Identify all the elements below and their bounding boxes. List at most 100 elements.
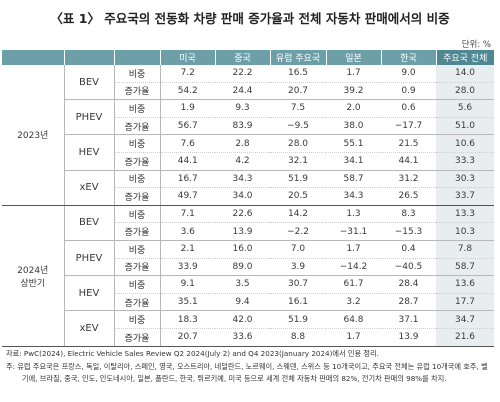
value-cell: 58.7 bbox=[436, 258, 494, 277]
vehicle-type-cell: xEV bbox=[64, 170, 115, 206]
metric-cell: 증가율 bbox=[114, 187, 161, 206]
metric-cell: 비중 bbox=[114, 65, 161, 83]
table-row: xEV 비중 16.7 34.3 51.9 58.7 31.2 30.3 bbox=[2, 170, 494, 206]
value-cell: 33.3 bbox=[436, 152, 494, 171]
value-cell: 8.3 bbox=[381, 205, 436, 224]
vehicle-type-cell: PHEV bbox=[64, 240, 115, 277]
value-cell: 1.7 bbox=[326, 240, 381, 259]
column-header: 중국 bbox=[214, 50, 270, 65]
value-cell: 0.4 bbox=[381, 240, 436, 259]
value-cell: 34.7 bbox=[436, 310, 494, 329]
source-note: 자료: PwC(2024), Electric Vehicle Sales Re… bbox=[6, 349, 379, 358]
metric-cell: 증가율 bbox=[114, 152, 161, 171]
value-cell: 31.2 bbox=[381, 170, 436, 189]
value-cell: 34.0 bbox=[215, 187, 270, 206]
value-cell: 51.9 bbox=[270, 170, 326, 189]
value-cell: 20.7 bbox=[160, 328, 215, 347]
table-row: HEV 비중 7.6 2.8 28.0 55.1 21.5 10.6 bbox=[2, 134, 494, 171]
value-cell: 7.0 bbox=[270, 240, 326, 259]
year-label: 2024년 bbox=[17, 265, 49, 276]
value-cell: 61.7 bbox=[326, 275, 381, 294]
table-row: PHEV 비중 1.9 9.3 7.5 2.0 0.6 5.6 bbox=[2, 99, 494, 136]
metric-cell: 증가율 bbox=[114, 82, 161, 101]
unit-label: 단위: % bbox=[461, 40, 491, 50]
table-row: 2023년 BEV 비중 7.2 22.2 16.5 1.7 9.0 14.0 bbox=[2, 65, 494, 206]
value-cell: 9.1 bbox=[160, 275, 215, 294]
value-cell: 35.1 bbox=[160, 293, 215, 312]
value-cell: 7.8 bbox=[436, 240, 494, 259]
value-cell: 89.0 bbox=[215, 258, 270, 277]
value-cell: 64.8 bbox=[326, 310, 381, 329]
value-cell: 28.0 bbox=[436, 82, 494, 101]
metric-cell: 비중 bbox=[114, 99, 161, 118]
vehicle-type-cell: BEV bbox=[64, 205, 115, 241]
metric-cell: 증가율 bbox=[114, 293, 161, 312]
value-cell: 4.2 bbox=[215, 152, 270, 171]
value-cell: 10.3 bbox=[436, 222, 494, 241]
value-cell: 30.7 bbox=[270, 275, 326, 294]
vehicle-type-cell: PHEV bbox=[64, 99, 115, 136]
value-cell: 33.6 bbox=[215, 328, 270, 347]
metric-cell: 비중 bbox=[114, 310, 161, 329]
value-cell: 14.0 bbox=[436, 65, 494, 83]
table-row: PHEV 비중 2.1 16.0 7.0 1.7 0.4 7.8 bbox=[2, 240, 494, 277]
value-cell: −40.5 bbox=[381, 258, 436, 277]
value-cell: 56.7 bbox=[160, 117, 215, 136]
year-sublabel: 상반기 bbox=[20, 278, 46, 289]
value-cell: −2.2 bbox=[270, 222, 326, 241]
value-cell: −14.2 bbox=[326, 258, 381, 277]
value-cell: 0.9 bbox=[381, 82, 436, 101]
value-cell: 30.3 bbox=[436, 170, 494, 189]
value-cell: 16.5 bbox=[270, 65, 326, 83]
table-row: 증가율 35.1 9.4 16.1 3.2 28.7 17.7 bbox=[2, 293, 494, 312]
value-cell: 34.3 bbox=[326, 187, 381, 206]
vehicle-type-cell: xEV bbox=[64, 310, 115, 347]
column-header: 한국 bbox=[380, 50, 436, 65]
value-cell: 13.9 bbox=[215, 222, 270, 241]
value-cell: −17.7 bbox=[381, 117, 436, 136]
value-cell: 28.4 bbox=[381, 275, 436, 294]
value-cell: 7.2 bbox=[160, 65, 215, 83]
value-cell: 2.8 bbox=[215, 134, 270, 153]
metric-cell: 비중 bbox=[114, 205, 161, 224]
value-cell: 10.6 bbox=[436, 134, 494, 153]
value-cell: 9.0 bbox=[381, 65, 436, 83]
value-cell: 26.5 bbox=[381, 187, 436, 206]
value-cell: 5.6 bbox=[436, 99, 494, 118]
value-cell: 7.1 bbox=[160, 205, 215, 224]
value-cell: 55.1 bbox=[326, 134, 381, 153]
table-row: 증가율 56.7 83.9 −9.5 38.0 −17.7 51.0 bbox=[2, 117, 494, 136]
column-header: 미국 bbox=[159, 50, 215, 65]
value-cell: 3.6 bbox=[160, 222, 215, 241]
table-row: 증가율 3.6 13.9 −2.2 −31.1 −15.3 10.3 bbox=[2, 222, 494, 241]
value-cell: 38.0 bbox=[326, 117, 381, 136]
table-row: 증가율 44.1 4.2 32.1 34.1 44.1 33.3 bbox=[2, 152, 494, 171]
value-cell: 1.3 bbox=[326, 205, 381, 224]
value-cell: 83.9 bbox=[215, 117, 270, 136]
value-cell: 0.6 bbox=[381, 99, 436, 118]
value-cell: 3.9 bbox=[270, 258, 326, 277]
header-blank bbox=[113, 50, 160, 65]
value-cell: 1.7 bbox=[326, 65, 381, 83]
value-cell: 22.6 bbox=[215, 205, 270, 224]
metric-cell: 증가율 bbox=[114, 117, 161, 136]
table-row: 증가율 20.7 33.6 8.8 1.7 13.9 21.6 bbox=[2, 328, 494, 347]
year-cell: 2023년 bbox=[2, 65, 65, 206]
column-header: 일본 bbox=[325, 50, 381, 65]
value-cell: 9.3 bbox=[215, 99, 270, 118]
value-cell: 13.9 bbox=[381, 328, 436, 347]
value-cell: 16.7 bbox=[160, 170, 215, 189]
value-cell: −9.5 bbox=[270, 117, 326, 136]
table-row: 증가율 49.7 34.0 20.5 34.3 26.5 33.7 bbox=[2, 187, 494, 206]
value-cell: 21.6 bbox=[436, 328, 494, 347]
value-cell: 42.0 bbox=[215, 310, 270, 329]
value-cell: 28.7 bbox=[381, 293, 436, 312]
metric-cell: 비중 bbox=[114, 134, 161, 153]
value-cell: 7.6 bbox=[160, 134, 215, 153]
value-cell: 54.2 bbox=[160, 82, 215, 101]
ev-sales-table: 미국 중국 유럽 주요국 일본 한국 주요국 전체 2023년 BEV 비중 7.2 2… bbox=[2, 50, 494, 347]
metric-cell: 비중 bbox=[114, 170, 161, 189]
metric-cell: 증가율 bbox=[114, 258, 161, 277]
value-cell: 13.6 bbox=[436, 275, 494, 294]
